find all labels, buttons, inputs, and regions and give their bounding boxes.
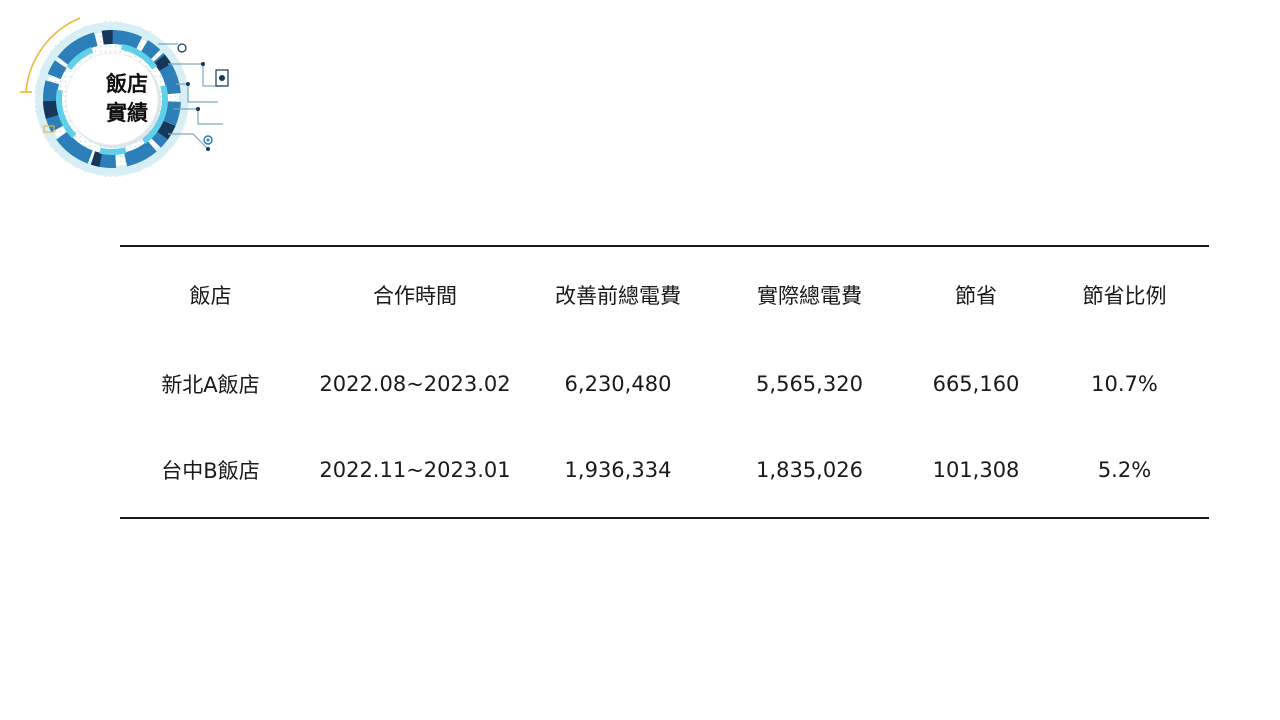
- header-savings-ratio: 節省比例: [1082, 283, 1167, 308]
- results-table-container: 飯店 合作時間 改善前總電費 實際總電費 節省 節省比例 新北A飯店 2022.…: [120, 245, 1209, 519]
- header-cost-before: 改善前總電費: [555, 283, 681, 308]
- header-hotel: 飯店: [189, 283, 232, 308]
- circuit-ring-icon: [20, 17, 229, 177]
- cell-savings: 101,308: [932, 458, 1020, 482]
- header-cooperation-period: 合作時間: [373, 283, 457, 308]
- badge-title-line2: 實績: [106, 101, 148, 125]
- cell-savings-ratio: 5.2%: [1097, 458, 1152, 482]
- badge-title: 飯店 實績: [72, 70, 182, 128]
- table-row: 台中B飯店 2022.11~2023.01 1,936,334 1,835,02…: [120, 427, 1209, 518]
- cell-period: 2022.11~2023.01: [319, 458, 511, 482]
- cell-hotel: 新北A飯店: [161, 372, 260, 397]
- cell-actual-cost: 5,565,320: [756, 371, 863, 396]
- cell-cost-before: 6,230,480: [564, 371, 672, 396]
- cell-cost-before: 1,936,334: [564, 458, 672, 482]
- badge-title-line1: 飯店: [106, 72, 148, 96]
- hotel-results-badge: 飯店 實績: [18, 14, 230, 180]
- cell-actual-cost: 1,835,026: [756, 458, 863, 482]
- header-actual-cost: 實際總電費: [757, 283, 862, 308]
- header-savings: 節省: [955, 283, 997, 308]
- cell-period: 2022.08~2023.02: [319, 371, 511, 396]
- cell-savings: 665,160: [932, 371, 1020, 396]
- table-header-row: 飯店 合作時間 改善前總電費 實際總電費 節省 節省比例: [120, 246, 1209, 340]
- cell-hotel: 台中B飯店: [161, 459, 260, 483]
- hotel-results-table: 飯店 合作時間 改善前總電費 實際總電費 節省 節省比例 新北A飯店 2022.…: [120, 245, 1209, 519]
- table-row: 新北A飯店 2022.08~2023.02 6,230,480 5,565,32…: [120, 340, 1209, 427]
- cell-savings-ratio: 10.7%: [1091, 371, 1158, 396]
